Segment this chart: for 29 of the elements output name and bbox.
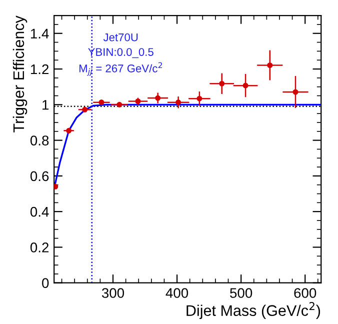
point [219, 80, 225, 86]
y-tick-label: 0.8 [30, 136, 49, 146]
y-axis-title: Trigger Efficiency [12, 16, 28, 132]
y-tick-label: 0 [42, 278, 49, 288]
point [267, 62, 273, 68]
point [54, 184, 58, 190]
x-tick-label: 500 [230, 288, 252, 298]
point [98, 100, 104, 106]
y-tick-label: 0.6 [30, 171, 49, 182]
y-tick-label: 1 [42, 100, 49, 110]
point [242, 82, 248, 88]
x-tick-label: 600 [294, 288, 316, 298]
point [155, 95, 161, 101]
y-tick-label: 0.2 [30, 242, 49, 252]
y-tick-label: 0.4 [30, 206, 49, 217]
x-tick-label: 400 [166, 288, 188, 298]
annotation: YBIN:0.0_0.5 [88, 48, 154, 58]
point [66, 128, 72, 134]
point [116, 102, 122, 108]
point [196, 96, 202, 102]
x-axis-title: Dijet Mass (GeV/c$^{2}$) [186, 302, 320, 320]
point [292, 89, 298, 95]
y-tick-label: 1.2 [30, 64, 49, 74]
point [176, 100, 182, 106]
annotation: Jet70U [103, 33, 138, 42]
x-tick-label: 300 [102, 288, 124, 298]
point [82, 106, 88, 112]
annotation: M$_{jj}$ = 267 GeV/c$^{2}$ [79, 62, 162, 76]
y-tick-label: 1.4 [30, 28, 49, 38]
